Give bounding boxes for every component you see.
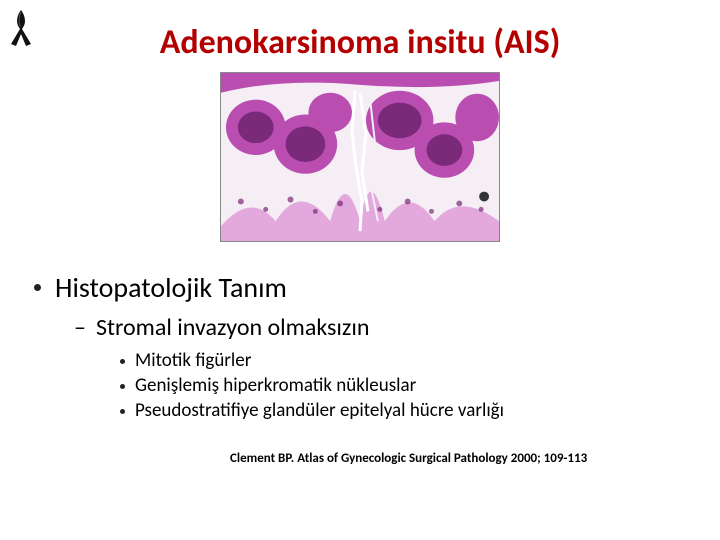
bullet-dot-icon bbox=[120, 384, 125, 389]
bullet-level3: Genişlemiş hiperkromatik nükleuslar bbox=[120, 374, 694, 397]
bullet-dot-icon bbox=[34, 284, 41, 291]
bullet-level3-text: Pseudostratifiye glandüler epitelyal hüc… bbox=[135, 399, 504, 422]
bullet-level3: Pseudostratifiye glandüler epitelyal hüc… bbox=[120, 399, 694, 422]
bullet-level3-text: Mitotik figürler bbox=[135, 349, 251, 372]
bullet-dot-icon bbox=[120, 409, 125, 414]
bullet-level2-text: Stromal invazyon olmaksızın bbox=[96, 313, 370, 342]
content-block: Histopatolojik Tanım – Stromal invazyon … bbox=[34, 270, 694, 424]
bullet-dot-icon bbox=[120, 359, 125, 364]
bullet-level3: Mitotik figürler bbox=[120, 349, 694, 372]
slide-container: Adenokarsinoma insitu (AIS) bbox=[0, 0, 720, 540]
slide-title: Adenokarsinoma insitu (AIS) bbox=[0, 22, 720, 63]
bullet-level2: – Stromal invazyon olmaksızın bbox=[74, 313, 694, 343]
histology-micrograph-image bbox=[220, 72, 500, 242]
citation-text: Clement BP. Atlas of Gynecologic Surgica… bbox=[230, 451, 587, 466]
bullet-dash-icon: – bbox=[74, 313, 86, 343]
bullet-level1-text: Histopatolojik Tanım bbox=[55, 270, 287, 305]
bullet-level3-text: Genişlemiş hiperkromatik nükleuslar bbox=[135, 374, 416, 397]
bullet-level1: Histopatolojik Tanım bbox=[34, 270, 694, 305]
